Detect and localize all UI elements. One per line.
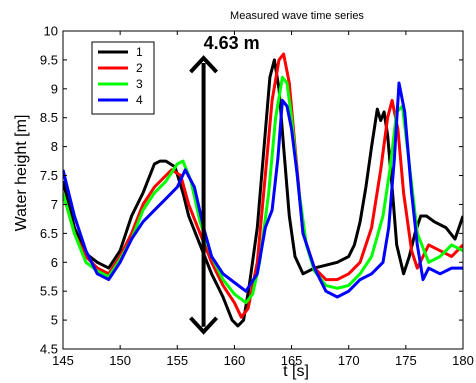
legend-box xyxy=(91,41,155,115)
y-tick-label: 9.5 xyxy=(40,52,58,67)
y-tick-label: 9 xyxy=(51,81,58,96)
series-line-1 xyxy=(63,58,463,328)
annotation-label: 4.63 m xyxy=(204,33,260,53)
y-tick-label: 7 xyxy=(51,197,58,212)
chart-title: Measured wave time series xyxy=(230,10,364,22)
x-tick-label: 165 xyxy=(281,353,303,368)
x-tick-label: 150 xyxy=(109,353,131,368)
x-tick-label: 145 xyxy=(52,353,74,368)
x-tick-label: 155 xyxy=(166,353,188,368)
y-tick-label: 6 xyxy=(51,255,58,270)
legend-label-1: 1 xyxy=(136,45,143,59)
series-line-4 xyxy=(63,81,463,299)
legend-label-4: 4 xyxy=(136,93,143,107)
plot-area: 145 150 155 160 165 170 175 180 4.5 5 5.5 6 6.5 7 7.5 8… xyxy=(40,24,474,369)
x-tick-label: 170 xyxy=(338,353,360,368)
annotation-arrow-head-up xyxy=(189,55,219,74)
y-tick-label: 7.5 xyxy=(40,168,58,183)
y-tick-label: 10 xyxy=(44,24,58,39)
y-tick-label: 5.5 xyxy=(40,284,58,299)
x-tick-label: 180 xyxy=(452,353,474,368)
y-tick-label: 6.5 xyxy=(40,226,58,241)
y-axis-label: Water height [m] xyxy=(13,115,30,232)
y-tick-label: 8.5 xyxy=(40,110,58,125)
x-tick-label: 160 xyxy=(224,353,246,368)
y-tick-label: 5 xyxy=(51,313,58,328)
x-tick-label: 175 xyxy=(395,353,417,368)
axes-box xyxy=(62,30,464,350)
y-tick-label: 8 xyxy=(51,139,58,154)
annotation-arrow-head-down xyxy=(189,316,219,335)
series-lines xyxy=(63,52,463,328)
legend-label-2: 2 xyxy=(136,61,143,75)
legend-label-3: 3 xyxy=(136,77,143,91)
y-tick-label: 4.5 xyxy=(40,342,58,357)
x-axis-label: t [s] xyxy=(283,363,309,380)
